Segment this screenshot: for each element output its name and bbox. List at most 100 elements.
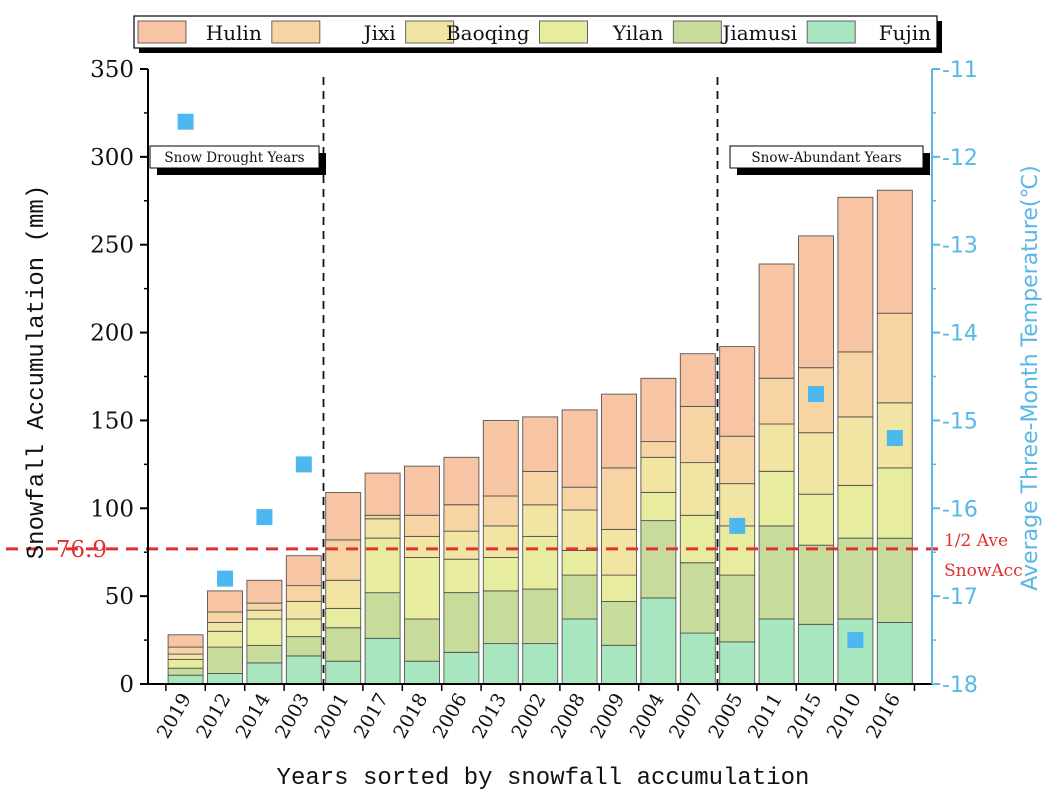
legend-swatch-hulin	[137, 20, 187, 44]
bar-segment-hulin-2001	[325, 492, 362, 541]
bar-segment-yilan-2008	[561, 550, 598, 576]
bar-segment-hulin-2012	[207, 590, 243, 613]
bar-segment-yilan-2009	[601, 574, 637, 602]
reference-line-group: 76.9 1/2 Ave SnowAcc	[6, 531, 1023, 581]
bar-segment-jiamusi-2001	[325, 627, 362, 662]
x-tick-label: 2019	[153, 690, 196, 743]
bar-segment-jixi-2005	[719, 435, 756, 485]
bar-segment-jixi-2018	[404, 514, 440, 537]
x-tick-label: 2014	[231, 690, 274, 743]
bar-segment-yilan-2001	[325, 607, 362, 629]
reference-label-line2: SnowAcc	[944, 561, 1023, 581]
bar-segment-fujin-2003	[285, 655, 322, 685]
bar-segment-baoqing-2011	[758, 423, 795, 472]
temperature-markers	[177, 113, 903, 649]
bar-segment-fujin-2004	[640, 597, 677, 685]
temperature-marker-2015	[808, 386, 824, 403]
region-label-box	[729, 145, 924, 169]
region-labels: Snow Drought Years Snow-Abundant Years	[149, 145, 930, 175]
legend-label-jiamusi: Jiamusi	[720, 21, 797, 45]
bar-segment-baoqing-2018	[404, 535, 440, 558]
temperature-marker-2003	[295, 456, 312, 473]
bar-segment-baoqing-2006	[443, 530, 480, 560]
reference-value-label: 76.9	[56, 537, 107, 563]
bar-segment-jixi-2002	[522, 470, 559, 506]
bar-segment-yilan-2019	[167, 658, 204, 669]
y2-tick-label: -17	[942, 585, 978, 610]
y2-tick-label: -18	[942, 673, 978, 698]
bar-segment-baoqing-2010	[837, 416, 874, 486]
bar-segment-hulin-2019	[167, 634, 204, 648]
y-tick-label: 200	[90, 321, 134, 347]
bar-segment-hulin-2016	[876, 189, 913, 314]
x-tick-label: 2007	[665, 690, 708, 743]
bar-segment-yilan-2010	[837, 484, 874, 539]
legend-label-fujin: Fujin	[879, 21, 931, 45]
bar-segment-jixi-2003	[285, 585, 322, 602]
temperature-marker-2010	[847, 632, 864, 649]
legend-swatch-jixi	[271, 20, 321, 44]
bar-segment-fujin-2008	[561, 618, 598, 685]
y-tick-label: 300	[90, 145, 134, 171]
legend-label-baoqing: Baoqing	[446, 21, 530, 45]
bar-segment-baoqing-2003	[285, 600, 322, 620]
temperature-marker-2005	[729, 517, 746, 534]
bar-segment-fujin-2006	[443, 651, 480, 685]
bar-segment-jiamusi-2014	[246, 644, 283, 664]
y-tick-label: 250	[90, 233, 134, 259]
bar-segment-baoqing-2012	[207, 622, 243, 632]
bar-segment-fujin-2007	[679, 632, 716, 685]
x-tick-label: 2006	[428, 690, 471, 743]
bar-segment-jixi-2014	[246, 602, 283, 611]
bar-segment-jiamusi-2009	[601, 600, 637, 646]
bar-segment-hulin-2002	[522, 416, 559, 472]
y-axis-title: Snowfall Accumulation (mm)	[24, 185, 51, 559]
bar-segment-fujin-2002	[522, 643, 559, 685]
region-label-text: Snow Drought Years	[164, 150, 304, 166]
bar-segment-jixi-2016	[876, 312, 913, 404]
x-tick-label: 2001	[310, 690, 353, 743]
bar-segment-jixi-2007	[679, 405, 716, 464]
bar-segment-hulin-2015	[798, 235, 834, 369]
x-tick-label: 2010	[822, 690, 865, 743]
bar-segment-jiamusi-2017	[364, 592, 401, 639]
bar-segment-baoqing-2004	[640, 456, 677, 493]
legend-box	[133, 15, 938, 49]
bar-segment-fujin-2001	[325, 660, 362, 685]
y-tick-label: 150	[90, 408, 134, 434]
bar-segment-yilan-2004	[640, 492, 677, 522]
bar-segment-fujin-2012	[207, 673, 243, 685]
legend-swatch-jiamusi	[672, 20, 722, 44]
x-tick-label: 2005	[704, 690, 747, 743]
bar-segment-jiamusi-2010	[837, 537, 874, 620]
bar-segment-jiamusi-2002	[522, 588, 559, 645]
bar-segment-jiamusi-2018	[404, 618, 440, 662]
bar-segment-hulin-2010	[837, 196, 874, 353]
bar-segment-hulin-2017	[364, 472, 401, 516]
bar-segment-fujin-2013	[482, 643, 519, 685]
x-tick-label: 2013	[468, 690, 511, 743]
x-axis-title: Years sorted by snowfall accumulation	[277, 765, 810, 792]
bar-segment-fujin-2019	[167, 674, 204, 685]
region-label-text: Snow-Abundant Years	[751, 150, 901, 166]
bar-segment-hulin-2009	[601, 393, 637, 469]
bar-segment-fujin-2009	[601, 644, 637, 685]
bar-segment-yilan-2016	[876, 467, 913, 539]
y-tick-label: 50	[105, 584, 134, 610]
bar-segment-jixi-2019	[167, 646, 204, 655]
y2-tick-label: -14	[942, 322, 978, 347]
y2-tick-label: -12	[942, 146, 978, 171]
bar-segment-yilan-2003	[285, 618, 322, 638]
bar-segment-jiamusi-2005	[719, 574, 756, 643]
bar-segment-hulin-2011	[758, 263, 795, 379]
x-tick-label: 2016	[862, 690, 905, 743]
bar-segment-hulin-2006	[443, 456, 480, 506]
y2-tick-label: -13	[942, 234, 978, 259]
bar-segment-yilan-2017	[364, 537, 401, 594]
x-tick-label: 2009	[586, 690, 629, 743]
bar-segment-baoqing-2001	[325, 579, 362, 609]
bar-segment-baoqing-2008	[561, 509, 598, 551]
bar-segment-jixi-2010	[837, 351, 874, 418]
bar-segment-yilan-2006	[443, 558, 480, 594]
bar-segment-fujin-2016	[876, 622, 913, 685]
